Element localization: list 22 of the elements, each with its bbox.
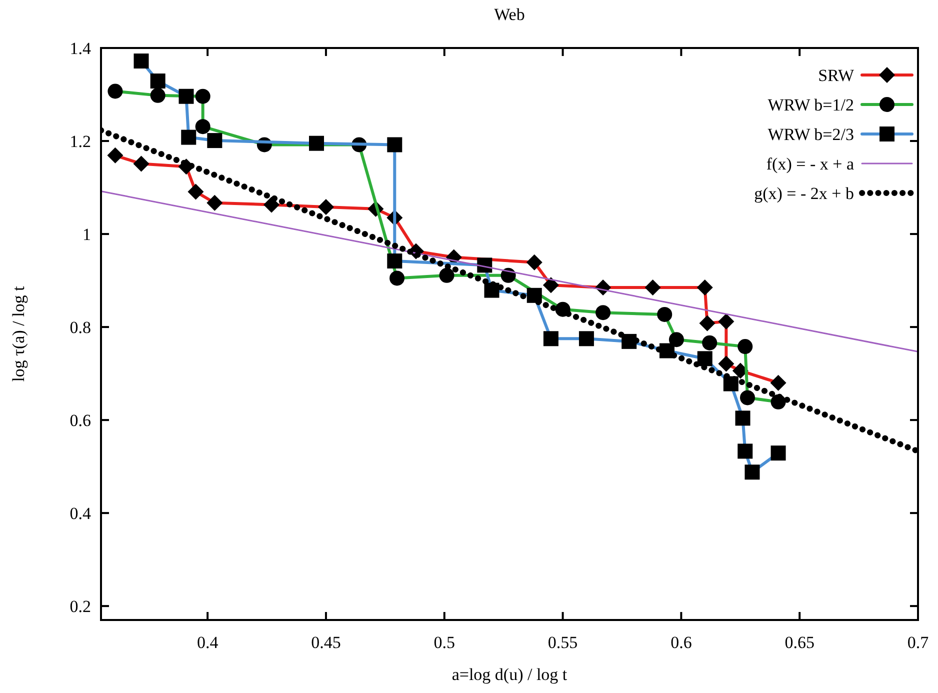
y-tick-label: 0.8: [70, 318, 91, 338]
chart-title: Web: [494, 5, 525, 24]
x-tick-label: 0.6: [670, 633, 692, 652]
x-tick-label: 0.7: [907, 633, 930, 652]
x-tick-label: 0.65: [784, 633, 814, 652]
x-tick-label: 0.5: [434, 633, 455, 652]
legend-label: WRW b=2/3: [768, 125, 854, 144]
y-tick-label: 0.4: [70, 504, 92, 524]
y-tick-label: 1: [82, 225, 91, 244]
y-tick-label: 1.2: [70, 132, 91, 152]
x-tick-label: 0.45: [311, 633, 341, 652]
x-tick-label: 0.4: [196, 633, 219, 652]
x-axis-title: a=log d(u) / log t: [452, 665, 568, 684]
legend-label: f(x) = - x + a: [766, 154, 854, 174]
x-tick-label: 0.55: [548, 633, 578, 652]
legend-label: SRW: [818, 66, 855, 85]
legend-label: g(x) = - 2x + b: [754, 184, 854, 203]
y-tick-label: 0.6: [70, 411, 91, 430]
y-axis-title: log τ(a) / log t: [9, 286, 28, 382]
y-tick-label: 1.4: [70, 39, 92, 58]
y-tick-label: 0.2: [70, 597, 91, 616]
legend-label: WRW b=1/2: [768, 96, 854, 114]
